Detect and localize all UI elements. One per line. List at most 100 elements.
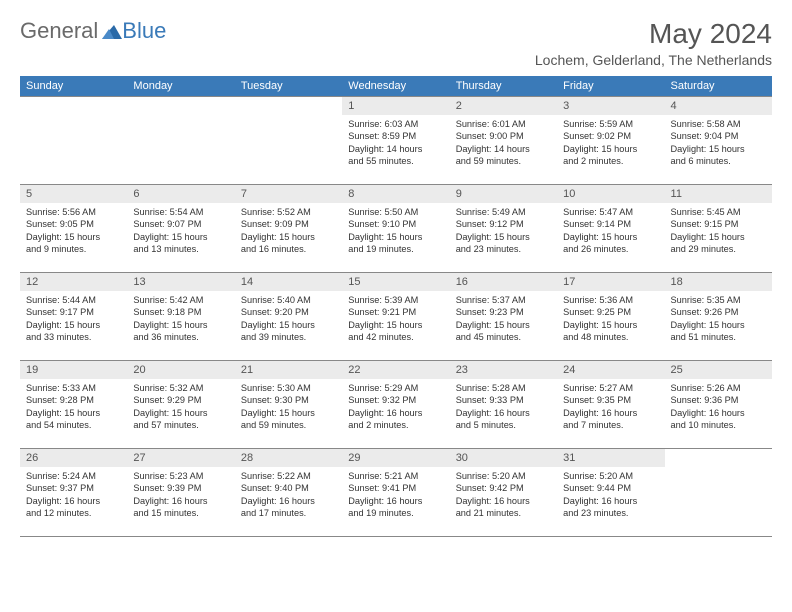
day-number: 4 bbox=[665, 97, 772, 115]
calendar-cell: 8Sunrise: 5:50 AMSunset: 9:10 PMDaylight… bbox=[342, 185, 449, 273]
calendar-cell: 5Sunrise: 5:56 AMSunset: 9:05 PMDaylight… bbox=[20, 185, 127, 273]
day-details: Sunrise: 5:35 AMSunset: 9:26 PMDaylight:… bbox=[665, 291, 772, 347]
logo-text-1: General bbox=[20, 18, 98, 44]
calendar-cell: 26Sunrise: 5:24 AMSunset: 9:37 PMDayligh… bbox=[20, 449, 127, 537]
calendar-cell: 24Sunrise: 5:27 AMSunset: 9:35 PMDayligh… bbox=[557, 361, 664, 449]
day-details: Sunrise: 5:21 AMSunset: 9:41 PMDaylight:… bbox=[342, 467, 449, 523]
day-number: 12 bbox=[20, 273, 127, 291]
day-details: Sunrise: 5:36 AMSunset: 9:25 PMDaylight:… bbox=[557, 291, 664, 347]
day-number: 18 bbox=[665, 273, 772, 291]
calendar-cell: 28Sunrise: 5:22 AMSunset: 9:40 PMDayligh… bbox=[235, 449, 342, 537]
day-details: Sunrise: 5:49 AMSunset: 9:12 PMDaylight:… bbox=[450, 203, 557, 259]
calendar-cell: 27Sunrise: 5:23 AMSunset: 9:39 PMDayligh… bbox=[127, 449, 234, 537]
calendar-cell: 15Sunrise: 5:39 AMSunset: 9:21 PMDayligh… bbox=[342, 273, 449, 361]
weekday-header: Wednesday bbox=[342, 76, 449, 97]
day-details: Sunrise: 5:27 AMSunset: 9:35 PMDaylight:… bbox=[557, 379, 664, 435]
day-number: 26 bbox=[20, 449, 127, 467]
calendar-body: 1Sunrise: 6:03 AMSunset: 8:59 PMDaylight… bbox=[20, 97, 772, 537]
day-details: Sunrise: 5:47 AMSunset: 9:14 PMDaylight:… bbox=[557, 203, 664, 259]
day-number: 29 bbox=[342, 449, 449, 467]
title-block: May 2024 Lochem, Gelderland, The Netherl… bbox=[535, 18, 772, 68]
day-details: Sunrise: 5:45 AMSunset: 9:15 PMDaylight:… bbox=[665, 203, 772, 259]
day-number: 19 bbox=[20, 361, 127, 379]
calendar-cell: 14Sunrise: 5:40 AMSunset: 9:20 PMDayligh… bbox=[235, 273, 342, 361]
calendar-cell: 16Sunrise: 5:37 AMSunset: 9:23 PMDayligh… bbox=[450, 273, 557, 361]
day-details: Sunrise: 5:32 AMSunset: 9:29 PMDaylight:… bbox=[127, 379, 234, 435]
logo: General Blue bbox=[20, 18, 166, 44]
day-details: Sunrise: 5:20 AMSunset: 9:44 PMDaylight:… bbox=[557, 467, 664, 523]
calendar-cell: 6Sunrise: 5:54 AMSunset: 9:07 PMDaylight… bbox=[127, 185, 234, 273]
weekday-header: Saturday bbox=[665, 76, 772, 97]
calendar-cell: 4Sunrise: 5:58 AMSunset: 9:04 PMDaylight… bbox=[665, 97, 772, 185]
logo-triangle-icon bbox=[102, 23, 122, 39]
calendar-cell: 20Sunrise: 5:32 AMSunset: 9:29 PMDayligh… bbox=[127, 361, 234, 449]
day-details: Sunrise: 5:39 AMSunset: 9:21 PMDaylight:… bbox=[342, 291, 449, 347]
calendar-cell: 3Sunrise: 5:59 AMSunset: 9:02 PMDaylight… bbox=[557, 97, 664, 185]
location: Lochem, Gelderland, The Netherlands bbox=[535, 52, 772, 68]
day-number: 31 bbox=[557, 449, 664, 467]
day-number: 24 bbox=[557, 361, 664, 379]
calendar-cell: 23Sunrise: 5:28 AMSunset: 9:33 PMDayligh… bbox=[450, 361, 557, 449]
logo-text-2: Blue bbox=[122, 18, 166, 44]
calendar-cell: 13Sunrise: 5:42 AMSunset: 9:18 PMDayligh… bbox=[127, 273, 234, 361]
calendar-row: 5Sunrise: 5:56 AMSunset: 9:05 PMDaylight… bbox=[20, 185, 772, 273]
day-details: Sunrise: 5:30 AMSunset: 9:30 PMDaylight:… bbox=[235, 379, 342, 435]
day-details: Sunrise: 5:54 AMSunset: 9:07 PMDaylight:… bbox=[127, 203, 234, 259]
weekday-header: Thursday bbox=[450, 76, 557, 97]
day-details: Sunrise: 6:01 AMSunset: 9:00 PMDaylight:… bbox=[450, 115, 557, 171]
calendar-cell: 18Sunrise: 5:35 AMSunset: 9:26 PMDayligh… bbox=[665, 273, 772, 361]
day-details: Sunrise: 5:22 AMSunset: 9:40 PMDaylight:… bbox=[235, 467, 342, 523]
calendar-cell: 25Sunrise: 5:26 AMSunset: 9:36 PMDayligh… bbox=[665, 361, 772, 449]
day-details: Sunrise: 5:58 AMSunset: 9:04 PMDaylight:… bbox=[665, 115, 772, 171]
day-number: 23 bbox=[450, 361, 557, 379]
day-details: Sunrise: 5:50 AMSunset: 9:10 PMDaylight:… bbox=[342, 203, 449, 259]
day-details: Sunrise: 5:29 AMSunset: 9:32 PMDaylight:… bbox=[342, 379, 449, 435]
calendar-page: General Blue May 2024 Lochem, Gelderland… bbox=[0, 0, 792, 555]
calendar-cell: 22Sunrise: 5:29 AMSunset: 9:32 PMDayligh… bbox=[342, 361, 449, 449]
calendar-cell: 31Sunrise: 5:20 AMSunset: 9:44 PMDayligh… bbox=[557, 449, 664, 537]
calendar-cell: 17Sunrise: 5:36 AMSunset: 9:25 PMDayligh… bbox=[557, 273, 664, 361]
weekday-header: Monday bbox=[127, 76, 234, 97]
day-number: 2 bbox=[450, 97, 557, 115]
day-details: Sunrise: 5:52 AMSunset: 9:09 PMDaylight:… bbox=[235, 203, 342, 259]
calendar-cell: 11Sunrise: 5:45 AMSunset: 9:15 PMDayligh… bbox=[665, 185, 772, 273]
calendar-cell: 2Sunrise: 6:01 AMSunset: 9:00 PMDaylight… bbox=[450, 97, 557, 185]
day-number: 6 bbox=[127, 185, 234, 203]
day-details: Sunrise: 5:40 AMSunset: 9:20 PMDaylight:… bbox=[235, 291, 342, 347]
day-number: 5 bbox=[20, 185, 127, 203]
calendar-table: Sunday Monday Tuesday Wednesday Thursday… bbox=[20, 76, 772, 537]
day-details: Sunrise: 5:28 AMSunset: 9:33 PMDaylight:… bbox=[450, 379, 557, 435]
calendar-cell bbox=[235, 97, 342, 185]
day-details: Sunrise: 5:23 AMSunset: 9:39 PMDaylight:… bbox=[127, 467, 234, 523]
day-number: 27 bbox=[127, 449, 234, 467]
day-number: 11 bbox=[665, 185, 772, 203]
calendar-cell: 7Sunrise: 5:52 AMSunset: 9:09 PMDaylight… bbox=[235, 185, 342, 273]
day-details: Sunrise: 5:42 AMSunset: 9:18 PMDaylight:… bbox=[127, 291, 234, 347]
day-number: 21 bbox=[235, 361, 342, 379]
day-number: 13 bbox=[127, 273, 234, 291]
calendar-cell: 12Sunrise: 5:44 AMSunset: 9:17 PMDayligh… bbox=[20, 273, 127, 361]
weekday-header: Friday bbox=[557, 76, 664, 97]
day-details: Sunrise: 5:20 AMSunset: 9:42 PMDaylight:… bbox=[450, 467, 557, 523]
calendar-cell: 30Sunrise: 5:20 AMSunset: 9:42 PMDayligh… bbox=[450, 449, 557, 537]
weekday-header-row: Sunday Monday Tuesday Wednesday Thursday… bbox=[20, 76, 772, 97]
day-details: Sunrise: 5:33 AMSunset: 9:28 PMDaylight:… bbox=[20, 379, 127, 435]
calendar-cell: 19Sunrise: 5:33 AMSunset: 9:28 PMDayligh… bbox=[20, 361, 127, 449]
calendar-cell: 29Sunrise: 5:21 AMSunset: 9:41 PMDayligh… bbox=[342, 449, 449, 537]
calendar-cell: 21Sunrise: 5:30 AMSunset: 9:30 PMDayligh… bbox=[235, 361, 342, 449]
day-number: 22 bbox=[342, 361, 449, 379]
day-number: 15 bbox=[342, 273, 449, 291]
day-number: 8 bbox=[342, 185, 449, 203]
day-number: 9 bbox=[450, 185, 557, 203]
day-number: 14 bbox=[235, 273, 342, 291]
calendar-cell: 10Sunrise: 5:47 AMSunset: 9:14 PMDayligh… bbox=[557, 185, 664, 273]
day-details: Sunrise: 5:37 AMSunset: 9:23 PMDaylight:… bbox=[450, 291, 557, 347]
month-title: May 2024 bbox=[535, 18, 772, 50]
day-number: 17 bbox=[557, 273, 664, 291]
calendar-row: 26Sunrise: 5:24 AMSunset: 9:37 PMDayligh… bbox=[20, 449, 772, 537]
day-number: 25 bbox=[665, 361, 772, 379]
day-details: Sunrise: 5:56 AMSunset: 9:05 PMDaylight:… bbox=[20, 203, 127, 259]
calendar-cell bbox=[20, 97, 127, 185]
day-number: 28 bbox=[235, 449, 342, 467]
day-number: 10 bbox=[557, 185, 664, 203]
